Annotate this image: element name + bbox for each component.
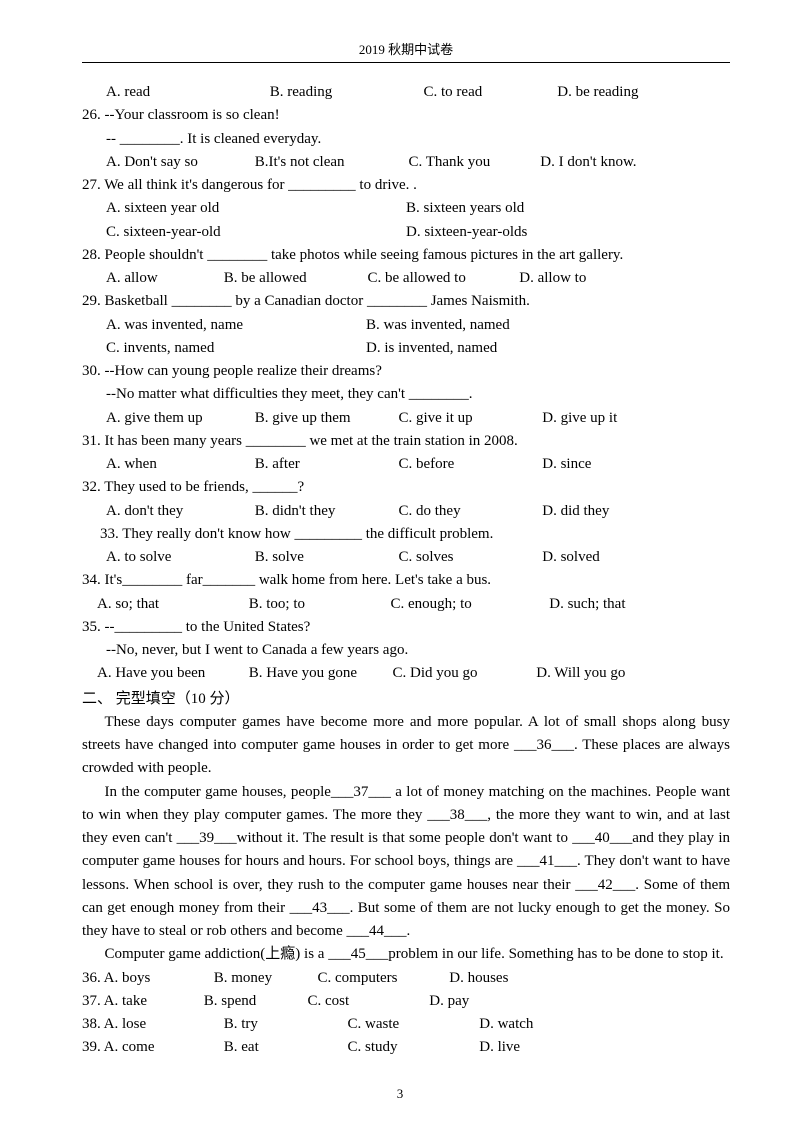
opt-b: B. too; to: [249, 593, 387, 616]
opt-d: D. live: [479, 1036, 520, 1059]
opt-d: D. Will you go: [536, 662, 625, 685]
opt-b: B. spend: [204, 990, 304, 1013]
opt-d: D. is invented, named: [366, 337, 497, 360]
opt-c: C. before: [399, 453, 539, 476]
opt-a: A. read: [106, 81, 266, 104]
opt-c: C. computers: [318, 967, 446, 990]
opt-b: B. sixteen years old: [406, 197, 524, 220]
q26-options: A. Don't say so B.It's not clean C. Than…: [82, 151, 730, 174]
q28-stem: 28. People shouldn't ________ take photo…: [82, 244, 730, 267]
q34-options: A. so; that B. too; to C. enough; to D. …: [82, 593, 730, 616]
q33-options: A. to solve B. solve C. solves D. solved: [82, 546, 730, 569]
section-cloze-title: 二、 完型填空（10 分）: [82, 688, 730, 711]
cloze-q39: 39. A. come B. eat C. study D. live: [82, 1036, 730, 1059]
opt-b: B. money: [214, 967, 314, 990]
opt-c: C. enough; to: [391, 593, 546, 616]
opt-c: C. waste: [348, 1013, 476, 1036]
opt-b: B. after: [255, 453, 395, 476]
opt-d: D. sixteen-year-olds: [406, 221, 527, 244]
opt-b: B. Have you gone: [249, 662, 389, 685]
opt-a: A. allow: [106, 267, 220, 290]
opt-a: A. don't they: [106, 500, 251, 523]
cloze-p3: Computer game addiction(上瘾) is a ___45__…: [82, 943, 730, 966]
opt-a: A. give them up: [106, 407, 251, 430]
opt-a: A. to solve: [106, 546, 251, 569]
cloze-q38: 38. A. lose B. try C. waste D. watch: [82, 1013, 730, 1036]
q30-stem2: --No matter what difficulties they meet,…: [82, 383, 730, 406]
opt-a: 37. A. take: [82, 990, 200, 1013]
opt-b: B. didn't they: [255, 500, 395, 523]
q27-opts-row1: A. sixteen year old B. sixteen years old: [82, 197, 730, 220]
q28-options: A. allow B. be allowed C. be allowed to …: [82, 267, 730, 290]
q29-stem: 29. Basketball ________ by a Canadian do…: [82, 290, 730, 313]
q27-opts-row2: C. sixteen-year-old D. sixteen-year-olds: [82, 221, 730, 244]
q32-options: A. don't they B. didn't they C. do they …: [82, 500, 730, 523]
page-number: 3: [0, 1084, 800, 1104]
opt-d: D. did they: [542, 500, 609, 523]
opt-a: A. was invented, name: [106, 314, 366, 337]
cloze-q36: 36. A. boys B. money C. computers D. hou…: [82, 967, 730, 990]
opt-b: B. try: [224, 1013, 344, 1036]
opt-d: D. I don't know.: [540, 151, 636, 174]
opt-b: B. give up them: [255, 407, 395, 430]
opt-d: D. since: [542, 453, 591, 476]
q30-options: A. give them up B. give up them C. give …: [82, 407, 730, 430]
q31-stem: 31. It has been many years ________ we m…: [82, 430, 730, 453]
opt-c: C. sixteen-year-old: [106, 221, 406, 244]
opt-c: C. be allowed to: [368, 267, 516, 290]
cloze-p1: These days computer games have become mo…: [82, 711, 730, 781]
opt-b: B. reading: [270, 81, 420, 104]
opt-d: D. watch: [479, 1013, 533, 1036]
q31-options: A. when B. after C. before D. since: [82, 453, 730, 476]
opt-d: D. give up it: [542, 407, 617, 430]
opt-c: C. give it up: [399, 407, 539, 430]
q30-stem1: 30. --How can young people realize their…: [82, 360, 730, 383]
opt-a: 38. A. lose: [82, 1013, 220, 1036]
opt-d: D. houses: [449, 967, 508, 990]
opt-a: A. so; that: [97, 593, 245, 616]
opt-a: A. Have you been: [97, 662, 245, 685]
opt-a: 36. A. boys: [82, 967, 210, 990]
q27-stem: 27. We all think it's dangerous for ____…: [82, 174, 730, 197]
opt-a: A. when: [106, 453, 251, 476]
q35-stem1: 35. --_________ to the United States?: [82, 616, 730, 639]
q33-stem: 33. They really don't know how _________…: [82, 523, 730, 546]
opt-b: B. eat: [224, 1036, 344, 1059]
opt-d: D. be reading: [557, 81, 638, 104]
q35-options: A. Have you been B. Have you gone C. Did…: [82, 662, 730, 685]
q26-stem: 26. --Your classroom is so clean!: [82, 104, 730, 127]
opt-d: D. allow to: [519, 267, 586, 290]
opt-d: D. pay: [429, 990, 469, 1013]
opt-c: C. cost: [308, 990, 426, 1013]
opt-d: D. such; that: [549, 593, 625, 616]
opt-c: C. solves: [399, 546, 539, 569]
opt-b: B. was invented, named: [366, 314, 510, 337]
opt-b: B. be allowed: [224, 267, 364, 290]
header-rule: [82, 62, 730, 63]
opt-b: B. solve: [255, 546, 395, 569]
cloze-q37: 37. A. take B. spend C. cost D. pay: [82, 990, 730, 1013]
opt-c: C. Did you go: [393, 662, 533, 685]
opt-a: A. sixteen year old: [106, 197, 406, 220]
opt-c: C. Thank you: [409, 151, 537, 174]
opt-d: D. solved: [542, 546, 600, 569]
q34-stem: 34. It's________ far_______ walk home fr…: [82, 569, 730, 592]
opt-a: 39. A. come: [82, 1036, 220, 1059]
q29-opts-row2: C. invents, named D. is invented, named: [82, 337, 730, 360]
q35-stem2: --No, never, but I went to Canada a few …: [82, 639, 730, 662]
q25-options: A. read B. reading C. to read D. be read…: [82, 81, 730, 104]
page-header: 2019 秋期中试卷: [82, 40, 730, 60]
q32-stem: 32. They used to be friends, ______?: [82, 476, 730, 499]
q29-opts-row1: A. was invented, name B. was invented, n…: [82, 314, 730, 337]
opt-b: B.It's not clean: [255, 151, 405, 174]
opt-c: C. to read: [424, 81, 554, 104]
opt-c: C. do they: [399, 500, 539, 523]
q26-blank: -- ________. It is cleaned everyday.: [82, 128, 730, 151]
opt-c: C. invents, named: [106, 337, 366, 360]
opt-a: A. Don't say so: [106, 151, 251, 174]
cloze-p2: In the computer game houses, people___37…: [82, 781, 730, 944]
opt-c: C. study: [348, 1036, 476, 1059]
